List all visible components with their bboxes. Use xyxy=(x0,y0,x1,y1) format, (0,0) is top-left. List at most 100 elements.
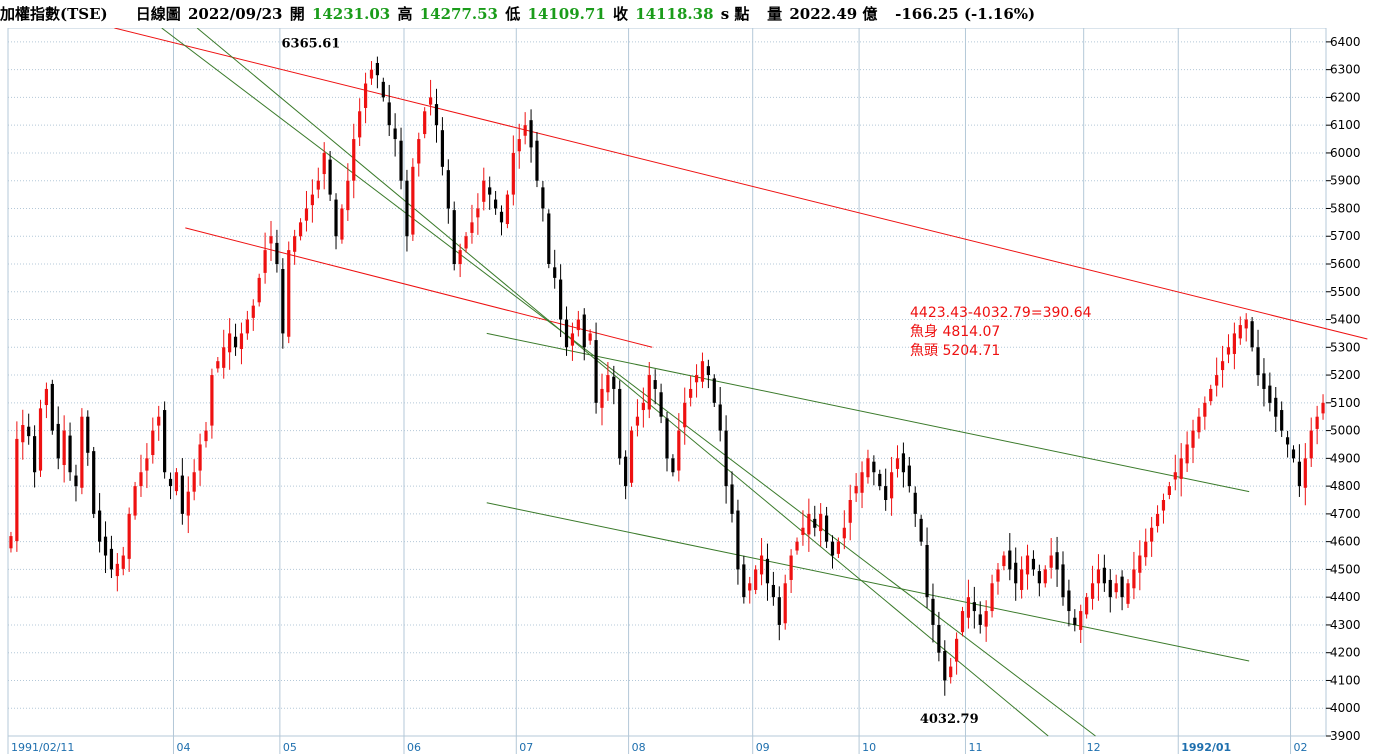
candle-body xyxy=(854,486,858,494)
candle-body xyxy=(582,314,586,348)
x-tick-label: 02 xyxy=(1294,741,1308,754)
candle-body xyxy=(1055,552,1059,570)
candle-body xyxy=(1232,333,1236,354)
candle-body xyxy=(452,210,456,264)
high-label: 高 xyxy=(397,5,413,23)
candle-body xyxy=(1037,571,1041,584)
candle-body xyxy=(32,436,37,473)
candle-body xyxy=(115,563,119,577)
candle-body xyxy=(689,388,693,398)
candle-body xyxy=(919,518,923,542)
candle-body xyxy=(1220,361,1225,371)
candle-body xyxy=(476,208,480,218)
candle-body xyxy=(139,472,143,487)
candle-body xyxy=(659,392,663,417)
candle-body xyxy=(523,125,527,136)
low-label: 低 xyxy=(505,5,521,23)
candle-body xyxy=(1215,375,1219,386)
candle-body xyxy=(1179,458,1183,479)
candle-body xyxy=(665,418,669,459)
candle-body xyxy=(777,597,781,625)
candle-body xyxy=(878,473,882,487)
candle-body xyxy=(1315,416,1319,429)
candle-body xyxy=(68,435,72,473)
candle-body xyxy=(517,139,521,152)
y-tick-label: 5300 xyxy=(1330,340,1361,354)
candle-body xyxy=(369,69,374,79)
x-tick-label: 07 xyxy=(519,741,533,754)
candle-body xyxy=(541,187,545,209)
x-axis: 1991/02/11 04 05 06 07 08 09 10 11 12 1992/01 02 xyxy=(11,741,1308,754)
candle-body xyxy=(1238,325,1242,339)
candle-body xyxy=(848,500,852,523)
candle-body xyxy=(1303,458,1307,488)
candle-body xyxy=(984,611,988,627)
candle-body xyxy=(440,130,445,167)
candle-body xyxy=(736,510,740,570)
note-line: 魚頭 5204.71 xyxy=(910,343,1000,359)
peak-label: 6365.61 xyxy=(282,36,341,51)
open-value: 14231.03 xyxy=(311,5,391,23)
candle-body xyxy=(80,416,84,488)
y-tick-label: 5900 xyxy=(1330,174,1361,188)
candle-body xyxy=(795,541,799,551)
candle-body xyxy=(960,611,965,633)
y-tick-label: 6000 xyxy=(1330,146,1361,160)
candle-body xyxy=(499,211,504,223)
candle-body xyxy=(1031,558,1036,570)
x-tick-label: 08 xyxy=(632,741,646,754)
candle-body xyxy=(955,638,959,662)
candle-body xyxy=(334,199,338,237)
candle-body xyxy=(1120,576,1124,598)
candle-body xyxy=(671,458,675,473)
volume-label: 量 xyxy=(767,5,783,23)
candle-body xyxy=(1067,590,1071,612)
candle-body xyxy=(322,152,326,175)
candle-body xyxy=(511,152,515,195)
candle-body xyxy=(600,388,604,408)
candle-body xyxy=(92,451,96,514)
candle-body xyxy=(1297,461,1302,487)
candle-body xyxy=(1108,579,1112,598)
candle-body xyxy=(15,438,19,542)
candle-body xyxy=(38,408,43,471)
x-tick-label: 1992/01 xyxy=(1181,741,1231,754)
candle-body xyxy=(588,333,592,341)
candle-body xyxy=(813,518,817,528)
candle-body xyxy=(257,277,261,303)
candles xyxy=(9,56,1325,696)
candle-body xyxy=(1025,555,1030,575)
candle-body xyxy=(186,491,190,516)
trend-line xyxy=(486,502,1250,662)
candle-body xyxy=(629,430,634,483)
candle-body xyxy=(606,375,610,393)
note-line: 4423.43-4032.79=390.64 xyxy=(910,305,1092,321)
candle-body xyxy=(1291,449,1296,459)
candle-body xyxy=(387,102,391,126)
candle-body xyxy=(358,111,362,138)
index-name: 加權指數(TSE) xyxy=(0,5,108,23)
candle-body xyxy=(98,510,102,542)
candle-body xyxy=(405,180,409,237)
candle-body xyxy=(884,486,888,500)
candle-body xyxy=(706,366,710,376)
candle-body xyxy=(281,268,285,334)
candle-body xyxy=(488,187,492,195)
candle-body xyxy=(446,170,450,209)
candle-body xyxy=(62,430,66,466)
candle-body xyxy=(411,166,415,235)
candle-body xyxy=(966,597,971,618)
candle-body xyxy=(771,584,775,598)
candle-body xyxy=(239,333,244,349)
candle-body xyxy=(375,62,379,76)
note-line: 魚身 4814.07 xyxy=(910,324,1000,340)
chart-period: 日線圖 xyxy=(135,5,181,23)
candle-body xyxy=(145,458,149,471)
candle-body xyxy=(529,120,533,148)
y-tick-label: 5400 xyxy=(1330,313,1361,327)
candle-body xyxy=(694,375,699,383)
y-tick-label: 5100 xyxy=(1330,396,1361,410)
candle-body xyxy=(1102,567,1106,584)
candle-body xyxy=(1150,527,1154,542)
candle-body xyxy=(913,492,917,514)
